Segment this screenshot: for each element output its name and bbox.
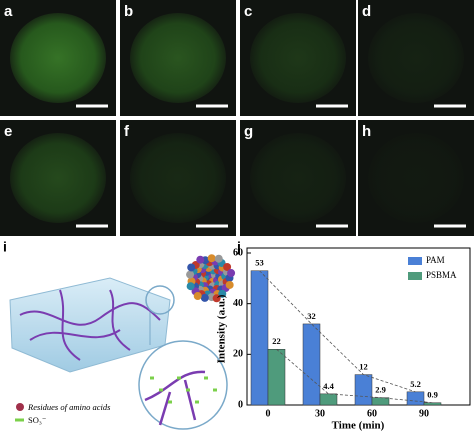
x-tick-label: 0 <box>266 408 271 419</box>
residue <box>218 289 227 298</box>
trend-line <box>276 348 433 404</box>
x-tick-label: 60 <box>367 408 377 419</box>
residue <box>212 294 221 303</box>
panel-label: c <box>244 3 252 20</box>
x-axis-label: Time (min) <box>332 420 385 432</box>
value-label: 5.2 <box>410 379 421 389</box>
residue <box>207 254 216 263</box>
value-label: 12 <box>359 362 368 372</box>
legend-swatch <box>408 257 422 265</box>
panel-label: b <box>124 3 133 20</box>
residue <box>186 282 195 291</box>
bar <box>250 270 269 406</box>
legend-label: PAM <box>426 255 445 265</box>
residue <box>187 263 196 272</box>
panel-label: h <box>362 123 371 140</box>
panel-label: j <box>236 239 241 255</box>
legend-so3: SO₃⁻ <box>28 415 47 425</box>
legend-residue: Residues of amino acids <box>27 402 111 412</box>
residue <box>186 270 195 279</box>
trend-line <box>259 270 416 393</box>
fluorescence <box>130 133 226 223</box>
y-tick-label: 0 <box>238 399 243 410</box>
polymer-chains <box>19 289 161 361</box>
fluorescence <box>130 13 226 103</box>
panel-label: e <box>4 123 12 140</box>
x-tick-label: 30 <box>315 408 325 419</box>
protein <box>150 254 236 404</box>
legend-label: PSBMA <box>426 270 457 280</box>
schematic: Residues of amino acids SO₃⁻ i <box>3 239 236 430</box>
value-label: 4.4 <box>323 381 334 391</box>
fluorescence <box>250 13 346 103</box>
residue <box>227 269 236 278</box>
value-label: 53 <box>255 258 264 268</box>
y-axis-label: Intensity (a.u.) <box>216 294 228 363</box>
residue <box>200 293 209 302</box>
bar <box>319 393 338 406</box>
value-label: 32 <box>307 311 316 321</box>
x-tick-label: 90 <box>419 408 429 419</box>
bar <box>267 349 286 406</box>
residue <box>196 255 205 264</box>
residue <box>223 262 232 271</box>
value-label: 2.9 <box>375 385 386 395</box>
fluorescence <box>368 133 464 223</box>
y-tick-label: 60 <box>233 247 243 258</box>
panel-label: i <box>3 239 7 255</box>
value-label: 22 <box>272 336 281 346</box>
bar <box>406 391 425 406</box>
fluorescence <box>368 13 464 103</box>
y-tick-label: 40 <box>233 298 243 309</box>
hydrogel-block <box>9 277 171 373</box>
bar <box>423 402 442 406</box>
legend-swatch <box>408 272 422 280</box>
legend-residue-icon <box>16 403 24 411</box>
value-label: 0.9 <box>427 390 438 400</box>
fluorescence <box>10 13 106 103</box>
panel-label: a <box>4 3 13 20</box>
panel-label: g <box>244 123 253 140</box>
panel-label: f <box>124 123 130 140</box>
zoom-source <box>145 285 175 315</box>
bar <box>302 323 321 406</box>
bar <box>354 374 373 406</box>
fluorescence <box>250 133 346 223</box>
chart: j Intensity (a.u.) Time (min) 0 20 40 60 0 30… <box>216 239 471 432</box>
image-grid: a b c d e f g h <box>0 0 474 236</box>
fluorescence <box>10 133 106 223</box>
bar <box>371 397 390 406</box>
chain-detail <box>144 370 206 426</box>
residue <box>193 292 202 301</box>
residue <box>214 254 223 263</box>
y-tick-label: 20 <box>233 349 243 360</box>
residue <box>225 280 234 289</box>
panel-label: d <box>362 3 371 20</box>
zoom-circle <box>138 340 228 430</box>
